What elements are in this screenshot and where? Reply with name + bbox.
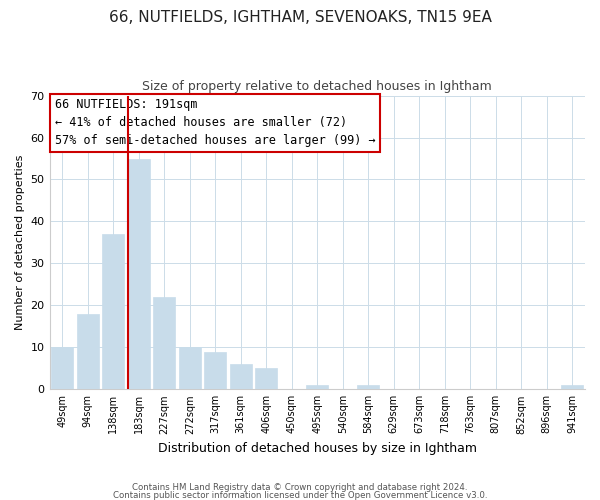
X-axis label: Distribution of detached houses by size in Ightham: Distribution of detached houses by size … <box>158 442 477 455</box>
Bar <box>52 348 73 390</box>
Bar <box>256 368 277 390</box>
Y-axis label: Number of detached properties: Number of detached properties <box>15 154 25 330</box>
Bar <box>358 385 379 390</box>
Title: Size of property relative to detached houses in Ightham: Size of property relative to detached ho… <box>142 80 492 93</box>
Bar <box>230 364 251 390</box>
Text: Contains public sector information licensed under the Open Government Licence v3: Contains public sector information licen… <box>113 490 487 500</box>
Bar <box>77 314 98 390</box>
Text: 66 NUTFIELDS: 191sqm
← 41% of detached houses are smaller (72)
57% of semi-detac: 66 NUTFIELDS: 191sqm ← 41% of detached h… <box>55 98 376 148</box>
Bar <box>103 234 124 390</box>
Bar <box>307 385 328 390</box>
Bar <box>154 297 175 390</box>
Bar <box>562 385 583 390</box>
Text: Contains HM Land Registry data © Crown copyright and database right 2024.: Contains HM Land Registry data © Crown c… <box>132 484 468 492</box>
Text: 66, NUTFIELDS, IGHTHAM, SEVENOAKS, TN15 9EA: 66, NUTFIELDS, IGHTHAM, SEVENOAKS, TN15 … <box>109 10 491 25</box>
Bar <box>205 352 226 390</box>
Bar <box>179 348 200 390</box>
Bar <box>128 158 149 390</box>
